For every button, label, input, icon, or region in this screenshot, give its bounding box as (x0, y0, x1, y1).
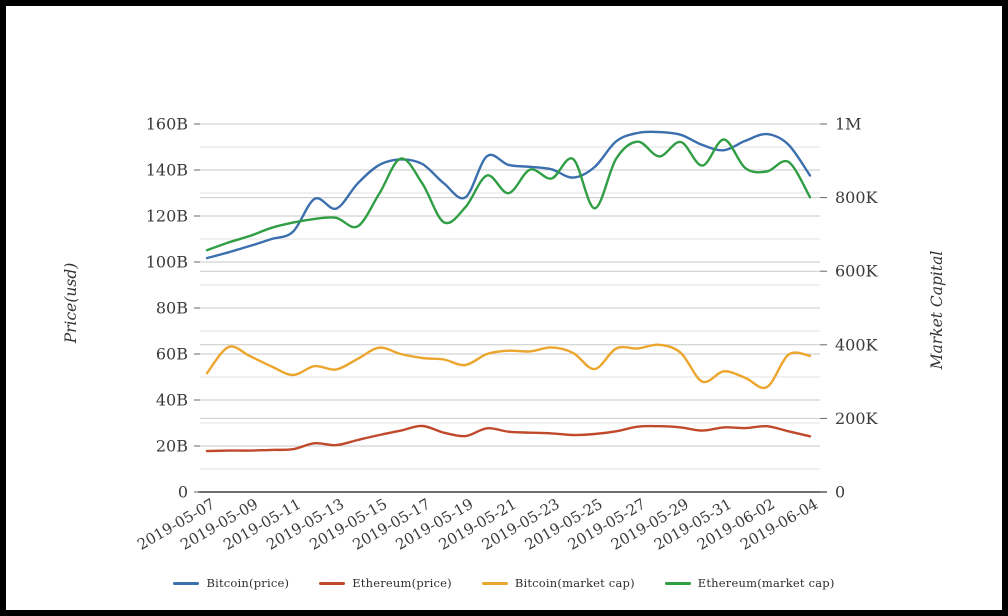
chart-canvas: 0 20B 40B 60B 80B 100B 120B 140B 160B 0 200K 400K 60… (62, 115, 946, 554)
y-axis-tick-label-right: 400K (835, 335, 879, 354)
legend-line-swatch-ethereum-market-cap (664, 581, 691, 585)
y-axis-tick-label-right: 800K (835, 188, 879, 207)
legend-item-bitcoin-market-cap[interactable]: Bitcoin(market cap) (481, 576, 635, 590)
legend-label-bitcoin-price: Bitcoin(price) (206, 576, 290, 590)
series-line-ethereum-price (205, 424, 812, 453)
legend-label-ethereum-price: Ethereum(price) (352, 576, 452, 590)
legend-item-ethereum-price[interactable]: Ethereum(price) (319, 576, 452, 590)
legend-label-ethereum-market-cap: Ethereum(market cap) (697, 576, 835, 590)
y-axis-tick-label-right: 0 (835, 483, 845, 502)
gridlines (200, 123, 820, 470)
series-line-bitcoin-price (205, 130, 812, 260)
y-axis-tick-label-left: 0 (178, 483, 188, 502)
y-axis-tick-label-right: 600K (835, 262, 879, 281)
y-axis-tick-label-left: 80B (156, 299, 188, 318)
axes (194, 123, 827, 493)
y-axis-tick-label-left: 160B (146, 115, 188, 134)
series-lines (205, 130, 812, 453)
y-axis-tick-label-left: 60B (156, 345, 188, 364)
y-axis-tick-label-right: 200K (835, 409, 879, 428)
legend: Bitcoin(price) Ethereum(price) Bitcoin(m… (6, 576, 1002, 590)
axis-tick-labels: 0 20B 40B 60B 80B 100B 120B 140B 160B 0 200K 400K 60… (134, 115, 878, 554)
legend-item-bitcoin-price[interactable]: Bitcoin(price) (173, 576, 289, 590)
legend-label-bitcoin-market-cap: Bitcoin(market cap) (514, 576, 635, 590)
y-axis-tick-label-left: 40B (156, 391, 188, 410)
legend-item-ethereum-market-cap[interactable]: Ethereum(market cap) (664, 576, 835, 590)
right-axis-title: Market Capital (928, 251, 946, 371)
y-axis-tick-label-left: 140B (146, 161, 188, 180)
y-axis-tick-label-left: 120B (146, 207, 188, 226)
legend-line-swatch-bitcoin-market-cap (481, 581, 508, 585)
left-axis-title: Price(usd) (62, 263, 80, 345)
y-axis-tick-label-left: 20B (156, 437, 188, 456)
y-axis-tick-label-right: 1M (835, 115, 862, 134)
legend-line-swatch-ethereum-price (319, 581, 346, 585)
legend-line-swatch-bitcoin-price (173, 581, 200, 585)
series-line-bitcoin-market-cap (205, 343, 812, 390)
series-line-ethereum-market-cap (205, 138, 812, 252)
y-axis-tick-label-left: 100B (146, 253, 188, 272)
